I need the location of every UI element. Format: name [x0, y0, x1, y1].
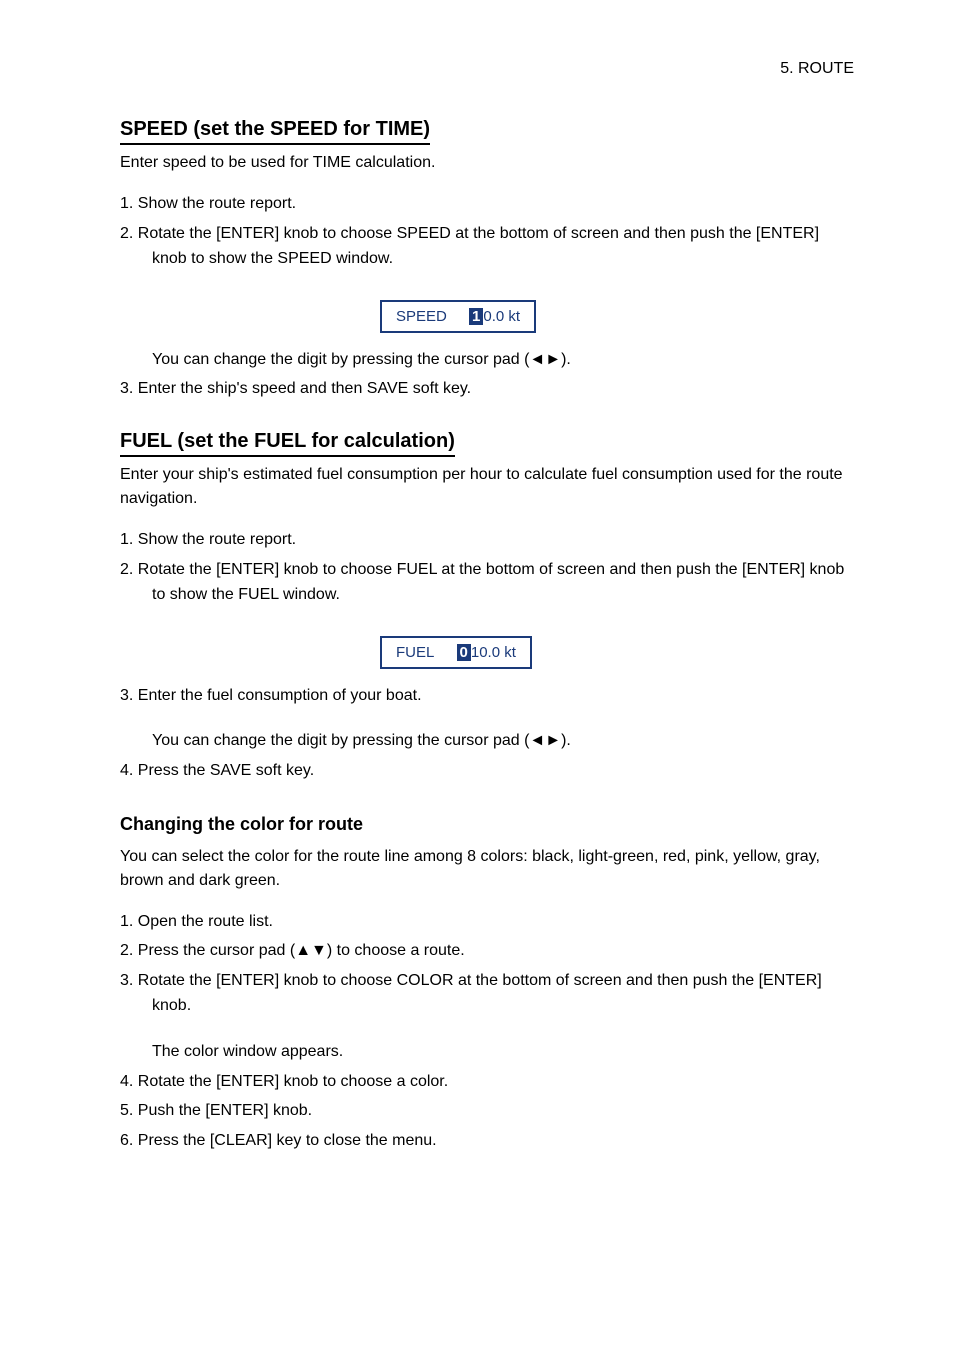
section-speed: SPEED (set the SPEED for TIME) Enter spe…	[120, 118, 854, 402]
list-item: 5. Push the [ENTER] knob.	[120, 1098, 854, 1124]
sub-note: The color window appears.	[120, 1039, 854, 1065]
section-title-speed: SPEED (set the SPEED for TIME)	[120, 118, 430, 145]
steps-list-fuel-cont2: 4. Press the SAVE soft key.	[120, 758, 854, 784]
list-item: 3. Enter the ship's speed and then SAVE …	[120, 376, 854, 402]
chapter-header: 5. ROUTE	[120, 60, 854, 78]
steps-list-fuel: 1. Show the route report. 2. Rotate the …	[120, 527, 854, 608]
list-item: 2. Rotate the [ENTER] knob to choose SPE…	[120, 221, 854, 272]
steps-list-speed-cont: 3. Enter the ship's speed and then SAVE …	[120, 376, 854, 402]
intro-text: Enter your ship's estimated fuel consump…	[120, 463, 854, 511]
list-item: 6. Press the [CLEAR] key to close the me…	[120, 1128, 854, 1154]
box-rest: 10.0 kt	[471, 644, 516, 661]
speed-value-box: SPEED 10.0 kt	[380, 300, 536, 333]
box-rest: 0.0 kt	[483, 308, 520, 325]
list-item: 2. Press the cursor pad (▲▼) to choose a…	[120, 938, 854, 964]
list-item: 1. Show the route report.	[120, 191, 854, 217]
list-item: 3. Enter the fuel consumption of your bo…	[120, 683, 854, 709]
sub-note: You can change the digit by pressing the…	[120, 347, 854, 373]
steps-list-fuel-cont: 3. Enter the fuel consumption of your bo…	[120, 683, 854, 709]
section-title-color: Changing the color for route	[120, 814, 854, 835]
box-highlight-digit: 1	[469, 308, 483, 325]
box-label: FUEL	[396, 644, 434, 661]
steps-list-color: 1. Open the route list. 2. Press the cur…	[120, 909, 854, 1019]
fuel-value-box: FUEL 010.0 kt	[380, 636, 532, 669]
list-item: 1. Open the route list.	[120, 909, 854, 935]
box-label: SPEED	[396, 308, 447, 325]
list-item: 4. Press the SAVE soft key.	[120, 758, 854, 784]
list-item: 2. Rotate the [ENTER] knob to choose FUE…	[120, 557, 854, 608]
list-item: 1. Show the route report.	[120, 527, 854, 553]
steps-list-speed: 1. Show the route report. 2. Rotate the …	[120, 191, 854, 272]
box-highlight-digit: 0	[457, 644, 471, 661]
list-item: 3. Rotate the [ENTER] knob to choose COL…	[120, 968, 854, 1019]
intro-text: Enter speed to be used for TIME calculat…	[120, 151, 854, 175]
list-item: 4. Rotate the [ENTER] knob to choose a c…	[120, 1069, 854, 1095]
intro-text: You can select the color for the route l…	[120, 845, 854, 893]
section-title-fuel: FUEL (set the FUEL for calculation)	[120, 430, 455, 457]
section-color: Changing the color for route You can sel…	[120, 814, 854, 1154]
steps-list-color-cont: 4. Rotate the [ENTER] knob to choose a c…	[120, 1069, 854, 1154]
section-fuel: FUEL (set the FUEL for calculation) Ente…	[120, 430, 854, 784]
page-content: 5. ROUTE SPEED (set the SPEED for TIME) …	[0, 0, 954, 1233]
sub-note: You can change the digit by pressing the…	[120, 728, 854, 754]
